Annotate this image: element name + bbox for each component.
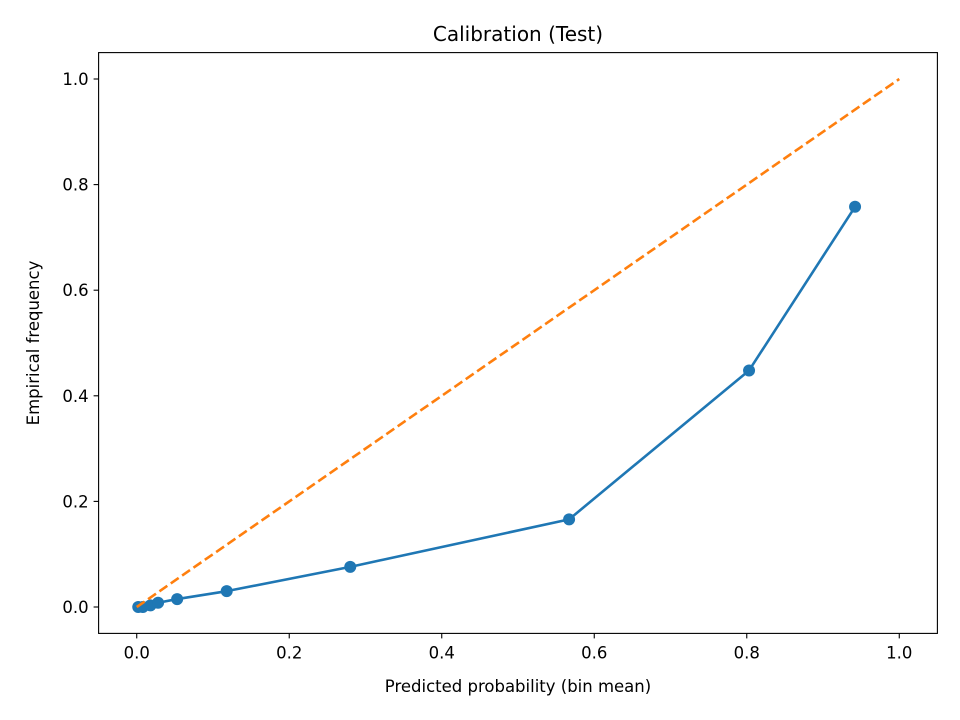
chart-title: Calibration (Test) [433,22,603,46]
y-tick-label: 0.6 [62,281,88,300]
calibration-point [743,364,756,377]
calibration-point [220,585,233,598]
x-tick-label: 0.2 [276,643,302,662]
x-tick-label: 0.0 [124,643,150,662]
x-ticks: 0.0 0.2 0.4 0.6 0.8 1.0 [124,633,912,662]
x-tick-label: 0.6 [581,643,607,662]
calibration-point [152,596,165,609]
x-tick-label: 0.8 [734,643,760,662]
y-ticks: 0.0 0.2 0.4 0.6 0.8 1.0 [62,70,99,617]
plot-frame [98,52,938,634]
y-tick-label: 0.8 [62,176,88,195]
y-axis-label: Empirical frequency [24,260,43,425]
calibration-point [171,593,184,606]
x-axis-label: Predicted probability (bin mean) [385,677,651,696]
y-tick-label: 0.4 [62,387,88,406]
calibration-point [849,200,862,213]
y-tick-label: 1.0 [62,70,88,89]
calibration-point [344,560,357,573]
y-tick-label: 0.2 [62,492,88,511]
x-tick-label: 1.0 [886,643,912,662]
calibration-point [563,513,576,526]
y-tick-label: 0.0 [62,598,88,617]
x-tick-label: 0.4 [429,643,455,662]
reference-diagonal-line [135,77,901,609]
plot-area [132,77,901,613]
